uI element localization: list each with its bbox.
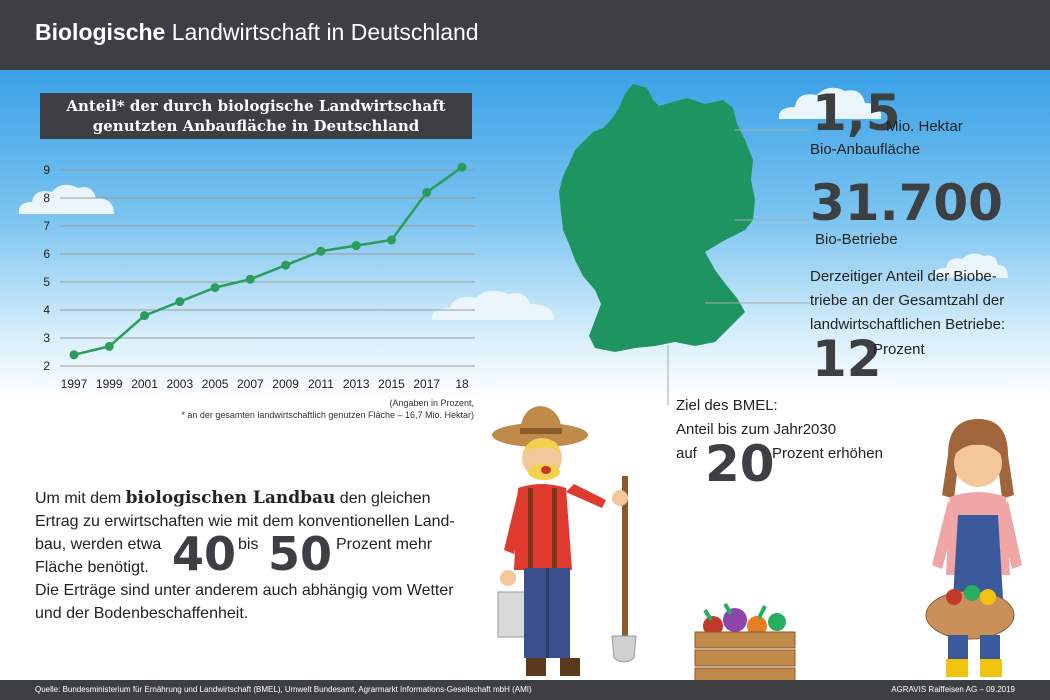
footer-credit: AGRAVIS Raiffeisen AG – 09.2019 (891, 685, 1015, 694)
farmer-illustration (492, 406, 637, 676)
body-line2: Ertrag zu erwirtschaften wie mit dem kon… (35, 513, 455, 530)
chart-note-line2: * an der gesamten landwirtschaftlich gen… (181, 410, 474, 420)
data-point (69, 350, 79, 360)
body-line3: bau, werden etwa 40 bis 50 Prozent mehr (35, 531, 485, 577)
body-text: Um mit dem biologischen Landbau den glei… (35, 487, 485, 625)
footer-bar: Quelle: Bundesministerium für Ernährung … (0, 680, 1050, 700)
share-line3: landwirtschaftlichen Betriebe: (810, 316, 1006, 333)
y-tick-label: 9 (43, 163, 50, 177)
data-point (175, 297, 185, 307)
number-40: 40 (172, 527, 237, 581)
x-tick-label: 2015 (378, 377, 405, 390)
x-tick-label: 2011 (308, 377, 334, 390)
body-bis: bis (238, 536, 259, 553)
body-line4: Fläche benötigt. (35, 559, 149, 576)
vegetable-crate (694, 602, 796, 685)
y-tick-label: 4 (43, 303, 50, 317)
map-connectors (667, 129, 810, 405)
chart-title-line2: genutzten Anbaufläche in Deutschland (92, 117, 420, 135)
body-line1-b: den gleichen (335, 490, 431, 507)
goal-value: 20 (705, 435, 775, 493)
germany-map (559, 84, 755, 352)
x-tick-label: 2007 (237, 377, 264, 390)
data-point (104, 341, 114, 351)
x-tick-label: 2013 (343, 377, 370, 390)
x-tick-label: 2017 (413, 377, 440, 390)
share-line2: triebe an der Gesamtzahl der (810, 292, 1005, 309)
y-tick-label: 3 (43, 331, 50, 345)
x-tick-label: 1999 (96, 377, 123, 390)
number-50: 50 (268, 527, 333, 581)
line-chart: 2 3 4 5 6 7 8 9 1997 1999 2001 2003 2005 2007 2009 2011… (43, 162, 475, 390)
data-point (422, 187, 432, 197)
area-value: 1,5 (812, 84, 901, 142)
data-point (316, 246, 326, 256)
goal-prefix: auf (676, 445, 697, 462)
header-bar: Biologische Landwirtschaft in Deutschlan… (0, 0, 1050, 70)
body-line3-a: bau, werden etwa (35, 536, 162, 553)
chart-note: (Angaben in Prozent, * an der gesamten l… (40, 397, 474, 421)
data-point (386, 235, 396, 245)
footer-source: Quelle: Bundesministerium für Ernährung … (35, 685, 532, 694)
y-tick-label: 5 (43, 275, 50, 289)
data-point (351, 241, 361, 251)
data-point (281, 260, 291, 270)
goal-line1: Ziel des BMEL: (676, 397, 778, 414)
x-tick-label: 2005 (202, 377, 229, 390)
share-value: 12 (812, 330, 882, 388)
x-tick-label: 1997 (61, 377, 88, 390)
title-rest: Landwirtschaft in Deutschland (165, 19, 479, 45)
cloud-icon (431, 290, 554, 320)
cloud-icon (778, 87, 882, 119)
goal-line2: Anteil bis zum Jahr2030 (676, 421, 837, 438)
chart-note-line1: (Angaben in Prozent, (389, 398, 474, 408)
body-line1: Um mit dem biologischen Landbau den glei… (35, 487, 485, 510)
x-tick-label: 2003 (166, 377, 193, 390)
area-unit: Mio. Hektar (886, 118, 963, 135)
data-point (457, 162, 467, 172)
series-line (73, 166, 463, 357)
body-line6: und der Bodenbeschaffenheit. (35, 605, 249, 622)
title-bold: Biologische (35, 19, 166, 45)
y-tick-label: 8 (43, 191, 50, 205)
chart-title-line1: Anteil* der durch biologische Landwirtsc… (66, 97, 446, 115)
cloud-icon (18, 184, 114, 214)
data-point (210, 283, 220, 293)
cloud-icon (933, 253, 1008, 278)
share-unit: Prozent (873, 341, 925, 358)
farms-value: 31.700 (810, 174, 1003, 232)
body-line1-a: Um mit dem (35, 490, 126, 507)
girl-illustration (925, 419, 1022, 677)
share-line1: Derzeitiger Anteil der Biobe- (810, 268, 997, 285)
x-tick-label: 18 (455, 377, 469, 390)
x-tick-label: 2009 (272, 377, 299, 390)
y-tick-label: 7 (43, 219, 50, 233)
area-label: Bio-Anbaufläche (810, 141, 921, 158)
goal-unit: Prozent erhöhen (772, 445, 883, 462)
data-point (245, 274, 255, 284)
body-line1-bold: biologischen Landbau (125, 488, 336, 508)
farms-label: Bio-Betriebe (815, 231, 898, 248)
body-line5: Die Erträge sind unter anderem auch abhä… (35, 582, 454, 599)
data-point (140, 311, 150, 321)
page-title: Biologische Landwirtschaft in Deutschlan… (35, 19, 479, 46)
map-shape (559, 84, 755, 352)
body-line3-b: Prozent mehr (336, 536, 433, 553)
x-tick-label: 2001 (131, 377, 158, 390)
chart-title: Anteil* der durch biologische Landwirtsc… (40, 93, 472, 139)
y-tick-label: 6 (43, 247, 50, 261)
y-tick-label: 2 (43, 359, 50, 373)
